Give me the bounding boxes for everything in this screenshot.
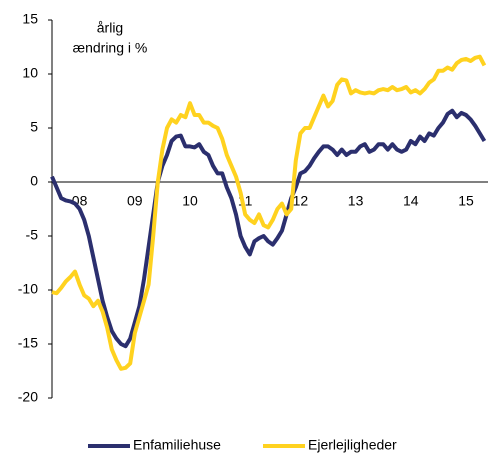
- annotation: årlig: [97, 20, 123, 36]
- y-tick-label: 15: [22, 11, 38, 27]
- legend-label: Enfamiliehuse: [133, 437, 221, 453]
- y-tick-label: 0: [30, 173, 38, 189]
- y-tick-label: -20: [18, 389, 38, 405]
- x-tick-label: 10: [182, 193, 198, 209]
- x-tick-label: 13: [348, 193, 364, 209]
- y-tick-label: -5: [26, 227, 39, 243]
- y-tick-label: 5: [30, 119, 38, 135]
- y-tick-label: 10: [22, 65, 38, 81]
- series-line: [51, 54, 487, 371]
- x-tick-label: 14: [403, 193, 419, 209]
- x-tick-label: 12: [293, 193, 309, 209]
- x-tick-label: 09: [127, 193, 143, 209]
- series-line: [50, 108, 487, 349]
- x-tick-label: 15: [458, 193, 474, 209]
- y-tick-label: -10: [18, 281, 38, 297]
- y-tick-label: -15: [18, 335, 38, 351]
- legend-label: Ejerlejligheder: [308, 437, 397, 453]
- annotation: ændring i %: [73, 40, 148, 56]
